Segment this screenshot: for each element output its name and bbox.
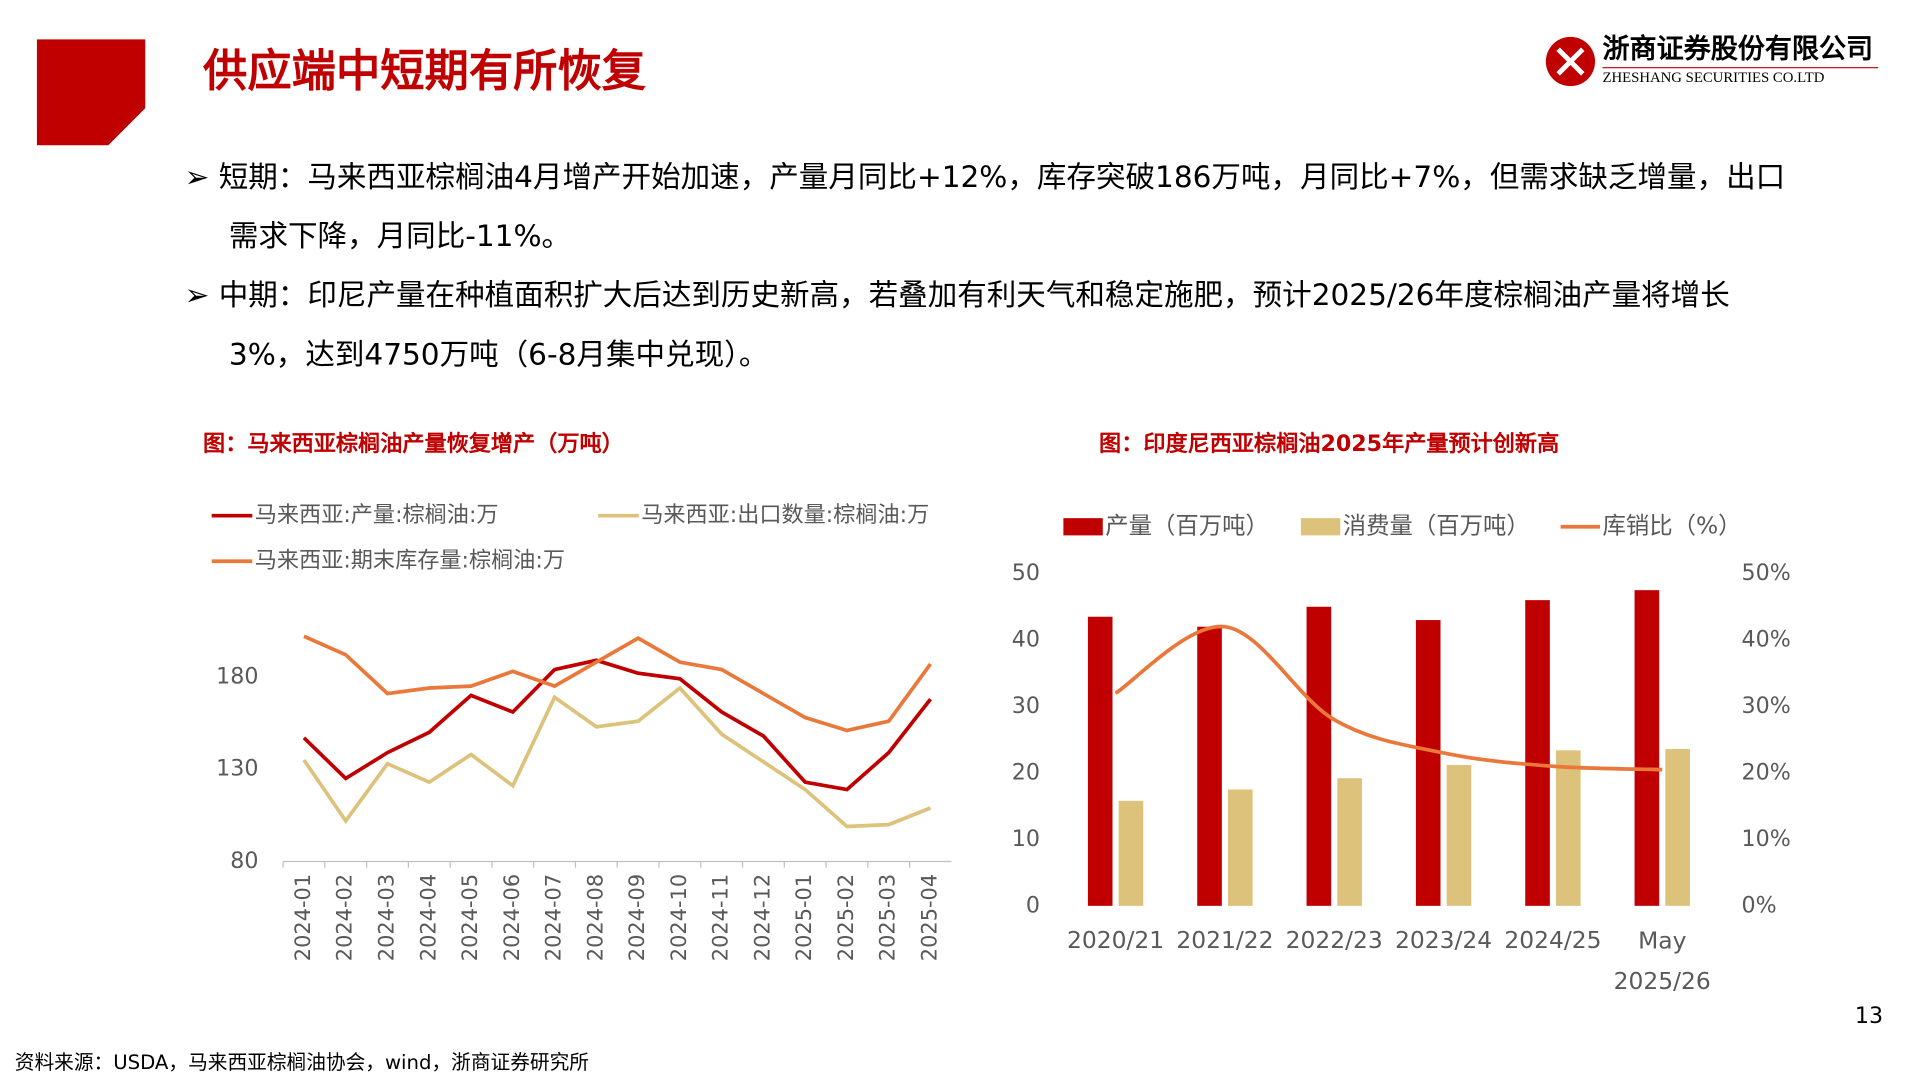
legend-label: 马来西亚:出口数量:棕榈油:万 — [641, 502, 929, 528]
bar — [1118, 800, 1144, 906]
x-tick-label: 2023/24 — [1395, 926, 1492, 954]
logo-mark — [1556, 47, 1585, 76]
x-tick-label: 2024-06 — [500, 874, 524, 961]
x-tick-label: 2025-03 — [876, 874, 900, 961]
y-tick-label: 50 — [1012, 560, 1040, 586]
x-tick-label: 2024-09 — [625, 874, 649, 961]
bar — [1446, 764, 1472, 906]
x-tick-label: 2022/23 — [1286, 926, 1383, 954]
legend-label: 库销比（%） — [1602, 511, 1741, 539]
bar — [1087, 616, 1113, 906]
bar — [1665, 748, 1690, 906]
legend-label: 消费量（百万吨） — [1343, 511, 1530, 539]
y2-tick-label: 40% — [1742, 626, 1791, 652]
x-tick-label: 2025-04 — [918, 874, 942, 961]
slide-title: 供应端中短期有所恢复 — [203, 46, 647, 97]
x-tick-label: 2024-07 — [542, 874, 566, 961]
x-tick-label: 2024-10 — [667, 874, 691, 961]
y-tick-label: 180 — [216, 663, 258, 689]
y-tick-label: 30 — [1012, 693, 1040, 719]
bullet-icon: ➢ — [184, 278, 219, 313]
legend-swatch — [1300, 518, 1341, 536]
x-tick-label: 2020/21 — [1067, 926, 1164, 954]
x-tick-label: 2024-03 — [375, 874, 399, 961]
series-line — [302, 658, 932, 792]
bar — [1197, 626, 1222, 906]
y2-tick-label: 0% — [1742, 892, 1777, 918]
x-tick-label: 2024/25 — [1504, 926, 1601, 954]
bullet-icon: ➢ — [184, 160, 219, 195]
x-tick-label: 2024-08 — [583, 874, 607, 961]
bar — [1337, 778, 1362, 906]
y-tick-label: 40 — [1012, 626, 1040, 652]
y-tick-label: 20 — [1012, 759, 1040, 785]
x-tick-label: 2024-01 — [291, 874, 315, 961]
x-tick-label: 2024-04 — [416, 874, 440, 961]
source: 资料来源：USDA，马来西亚棕榈油协会，wind，浙商证券研究所 — [15, 1051, 589, 1074]
x-tick-label: 2024-11 — [709, 874, 733, 961]
x-tick-label: 2024-05 — [458, 874, 482, 961]
bar — [1306, 606, 1332, 906]
series-line — [302, 685, 932, 829]
x-tick-label: 2025-02 — [834, 874, 858, 961]
header-shape — [36, 39, 146, 146]
x-tick-label: 2021/22 — [1176, 926, 1273, 954]
y2-tick-label: 30% — [1742, 693, 1791, 719]
bullet: 短期：马来西亚棕榈油4月增产开始加速，产量月同比+12%，库存突破186万吨，月… — [218, 160, 1786, 254]
bullets: ➢ 短期：马来西亚棕榈油4月增产开始加速，产量月同比+12%，库存突破186万吨… — [184, 160, 1786, 372]
chart-title: 图：马来西亚棕榈油产量恢复增产（万吨） — [203, 431, 624, 457]
legend-label: 马来西亚:期末库存量:棕榈油:万 — [255, 548, 565, 574]
bar — [1415, 620, 1441, 906]
company-name: 浙商证券股份有限公司 — [1602, 33, 1873, 65]
bar — [1634, 590, 1660, 906]
bar — [1228, 789, 1253, 906]
x-tick-label: May 2025/26 — [1614, 926, 1711, 995]
y-tick-label: 130 — [216, 756, 258, 782]
series-line — [1114, 624, 1663, 772]
legend-label: 产量（百万吨） — [1105, 511, 1269, 539]
bar — [1525, 600, 1550, 906]
y-tick-label: 0 — [1026, 892, 1040, 918]
legend-swatch — [1063, 518, 1103, 536]
y-tick-label: 10 — [1012, 826, 1040, 852]
x-tick-label: 2025-01 — [792, 874, 816, 961]
x-tick-label: 2024-02 — [333, 874, 357, 961]
y2-tick-label: 10% — [1742, 826, 1791, 852]
chart-title: 图：印度尼西亚棕榈油2025年产量预计创新高 — [1099, 431, 1559, 457]
page-number: 13 — [1855, 1003, 1883, 1029]
x-tick-label: 2024-12 — [750, 874, 774, 961]
bar — [1556, 750, 1581, 906]
legend-label: 马来西亚:产量:棕榈油:万 — [255, 502, 499, 528]
y2-tick-label: 20% — [1742, 759, 1791, 785]
series-line — [303, 634, 932, 733]
bullet: 中期：印尼产量在种植面积扩大后达到历史新高，若叠加有利天气和稳定施肥，预计202… — [218, 278, 1730, 372]
company-en: ZHESHANG SECURITIES CO.LTD — [1602, 70, 1824, 86]
y2-tick-label: 50% — [1742, 560, 1791, 586]
y-tick-label: 80 — [230, 848, 258, 874]
